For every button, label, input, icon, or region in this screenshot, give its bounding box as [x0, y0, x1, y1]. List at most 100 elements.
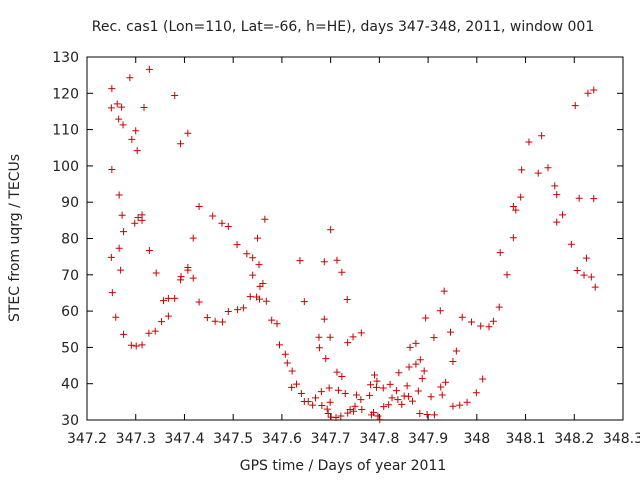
data-point — [591, 283, 599, 291]
data-point — [138, 216, 146, 224]
data-point — [209, 212, 217, 220]
data-point — [234, 306, 242, 314]
data-point — [405, 363, 413, 371]
data-point — [338, 268, 346, 276]
data-point — [422, 314, 430, 322]
data-point — [120, 330, 128, 338]
data-point — [184, 129, 192, 137]
data-point — [408, 397, 416, 405]
data-point — [503, 271, 511, 279]
data-point — [385, 401, 393, 409]
data-point — [416, 356, 424, 364]
x-tick-label: 347.3 — [116, 431, 156, 447]
y-tick-label: 130 — [52, 50, 79, 66]
data-point — [317, 388, 325, 396]
data-point — [320, 258, 328, 266]
data-point — [430, 334, 438, 342]
data-point — [559, 211, 567, 219]
plot-frame — [86, 56, 624, 421]
data-point — [358, 405, 366, 413]
data-point — [300, 298, 308, 306]
x-tick-label: 347.4 — [164, 431, 204, 447]
data-point — [343, 295, 351, 303]
data-point — [255, 295, 263, 303]
data-point — [341, 390, 349, 398]
data-point — [195, 203, 203, 211]
data-point — [233, 241, 241, 249]
data-point — [120, 228, 128, 236]
data-point — [249, 271, 257, 279]
data-point — [334, 386, 342, 394]
data-point — [132, 342, 140, 350]
data-point — [203, 314, 211, 322]
data-point — [479, 375, 487, 383]
data-point — [386, 380, 394, 388]
y-tick-label: 30 — [61, 413, 79, 429]
data-point — [315, 344, 323, 352]
data-point — [388, 394, 396, 402]
y-axis: 30 40 50 60 70 80 90 100 110 120 130 — [52, 50, 623, 429]
data-point — [145, 65, 153, 73]
data-point — [366, 391, 374, 399]
data-point — [344, 339, 352, 347]
data-point — [374, 412, 382, 420]
x-tick-label: 347.9 — [408, 431, 448, 447]
data-point — [138, 341, 146, 349]
data-point — [118, 211, 126, 219]
data-point — [509, 234, 517, 242]
data-point — [349, 333, 357, 341]
data-point — [350, 407, 358, 415]
data-point — [449, 358, 457, 366]
data-point — [318, 401, 326, 409]
data-point — [442, 378, 450, 386]
data-point — [158, 318, 166, 326]
data-point — [164, 312, 172, 320]
data-point — [259, 280, 267, 288]
data-point — [283, 359, 291, 367]
data-point — [112, 313, 120, 321]
data-point — [412, 339, 420, 347]
data-point — [447, 328, 455, 336]
data-point — [420, 367, 428, 375]
data-point — [246, 293, 254, 301]
data-point — [262, 297, 270, 305]
y-tick-label: 60 — [61, 304, 79, 320]
data-point — [177, 273, 185, 281]
data-point — [145, 329, 153, 337]
data-point — [108, 289, 116, 297]
data-point — [373, 377, 381, 385]
data-point — [218, 318, 226, 326]
y-tick-label: 100 — [52, 159, 79, 175]
data-point — [151, 327, 159, 335]
data-point — [367, 381, 375, 389]
data-point — [184, 266, 192, 274]
y-tick-label: 120 — [52, 86, 79, 102]
data-points — [107, 65, 599, 424]
data-point — [324, 409, 332, 417]
data-point — [326, 333, 334, 341]
data-point — [517, 193, 525, 201]
data-point — [477, 322, 485, 330]
data-point — [551, 182, 559, 190]
y-tick-label: 80 — [61, 232, 79, 248]
data-point — [534, 169, 542, 177]
data-point — [134, 213, 142, 221]
data-point — [261, 215, 269, 223]
data-point — [322, 355, 330, 363]
x-tick-label: 347.5 — [213, 431, 253, 447]
data-point — [117, 266, 125, 274]
data-point — [544, 164, 552, 172]
data-point — [423, 411, 431, 419]
data-point — [440, 287, 448, 295]
data-point — [430, 411, 438, 419]
data-point — [177, 140, 185, 148]
data-point — [113, 100, 121, 108]
data-point — [509, 203, 517, 211]
data-point — [338, 372, 346, 380]
data-point — [140, 103, 148, 111]
data-point — [553, 191, 561, 199]
data-point — [189, 234, 197, 242]
data-point — [255, 261, 263, 269]
data-point — [133, 147, 141, 155]
